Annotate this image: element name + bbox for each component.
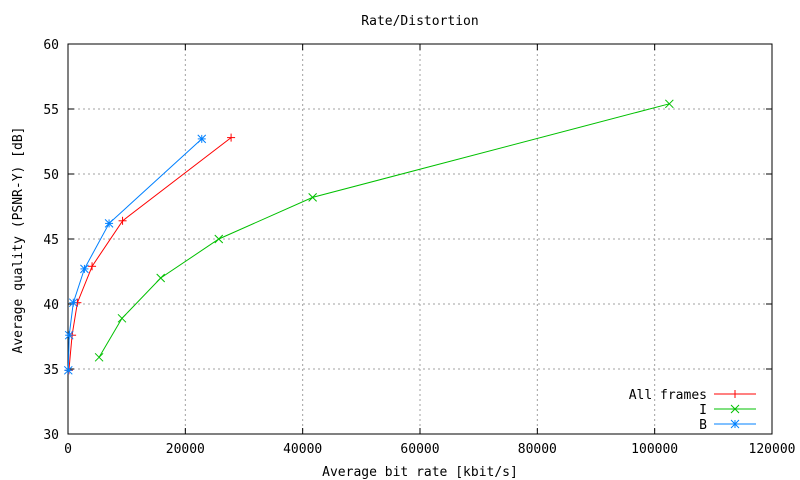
y-tick-label: 40 — [43, 298, 59, 313]
data-point-i — [94, 352, 104, 362]
x-tick-label: 80000 — [518, 442, 557, 457]
data-point-i — [308, 193, 317, 202]
data-point-i — [214, 234, 224, 244]
data-point-b — [63, 365, 73, 375]
marker-stroke — [68, 298, 78, 308]
marker-stroke — [104, 219, 114, 228]
marker-stroke — [664, 99, 674, 109]
data-point-all-frames — [227, 133, 236, 142]
x-tick-label: 0 — [64, 442, 72, 457]
y-tick-label: 35 — [43, 363, 59, 378]
data-point-b — [64, 330, 74, 340]
data-point-i — [117, 313, 127, 323]
data-point-all-frames — [88, 262, 97, 271]
x-tick-label: 20000 — [166, 442, 205, 457]
x-tick-label: 40000 — [283, 442, 322, 457]
marker-stroke — [156, 273, 166, 283]
y-tick-label: 45 — [43, 233, 59, 248]
legend-marker-all-frames — [731, 390, 739, 398]
x-tick-label: 60000 — [400, 442, 439, 457]
marker-stroke — [308, 193, 317, 202]
axis-ticks: 0 20000 40000 60000 80000 100000 120000 30 35 40 4… — [43, 38, 795, 457]
data-point-b — [68, 298, 78, 308]
y-tick-label: 55 — [43, 103, 59, 118]
marker-stroke — [94, 352, 104, 362]
grid-lines — [68, 44, 772, 434]
legend-label-b: B — [699, 418, 707, 433]
x-tick-label: 100000 — [631, 442, 678, 457]
marker-stroke — [63, 365, 73, 375]
y-tick-label: 50 — [43, 168, 59, 183]
y-tick-label: 60 — [43, 38, 59, 53]
legend-label-i: I — [699, 403, 707, 418]
legend-marker-b — [730, 419, 740, 429]
marker-stroke — [80, 264, 89, 274]
series-line-b — [67, 138, 203, 371]
data-point-b — [197, 134, 207, 144]
legend-marker-i — [730, 404, 740, 414]
marker-stroke — [197, 134, 207, 144]
marker-stroke — [64, 330, 74, 340]
y-axis-label: Average quality (PSNR-Y) [dB] — [11, 127, 26, 354]
marker-stroke — [117, 313, 127, 323]
data-point-all-frames — [118, 216, 127, 225]
y-tick-label: 30 — [43, 428, 59, 443]
x-tick-label: 120000 — [749, 442, 796, 457]
series-b — [63, 134, 207, 375]
data-point-b — [104, 219, 114, 228]
series-i — [94, 99, 674, 362]
data-point-b — [80, 264, 89, 274]
data-series — [63, 99, 674, 375]
legend-label-all-frames: All frames — [629, 388, 707, 403]
series-line-all-frames — [68, 137, 232, 371]
marker-stroke — [214, 234, 224, 244]
data-point-i — [156, 273, 166, 283]
series-all-frames — [64, 133, 236, 375]
marker-stroke — [730, 419, 740, 429]
series-line-i — [98, 103, 670, 358]
data-point-i — [664, 99, 674, 109]
x-axis-label: Average bit rate [kbit/s] — [322, 465, 518, 480]
marker-stroke — [730, 404, 740, 414]
chart-title: Rate/Distortion — [361, 14, 478, 29]
